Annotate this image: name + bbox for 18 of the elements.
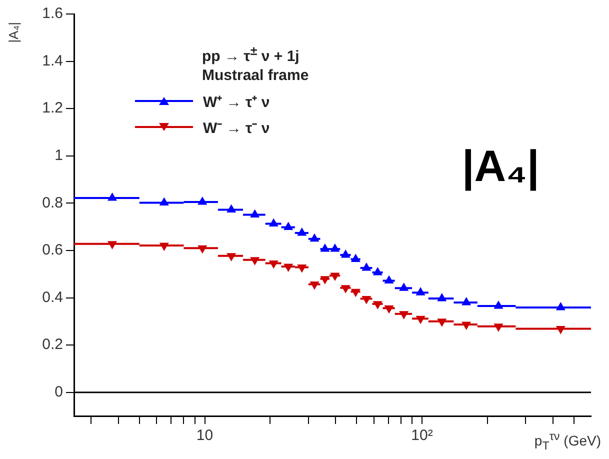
x-tick-label: 10	[196, 427, 214, 444]
y-tick-label: 1.4	[42, 52, 63, 70]
y-tick-label: 1.6	[42, 5, 63, 22]
annotation: |A₄|	[462, 142, 540, 192]
y-tick-label: 1	[54, 147, 63, 164]
y-tick-label: 0.6	[42, 242, 63, 259]
y-tick-label: 0	[54, 383, 63, 400]
x-axis-title: p$_{T}$$^{τν}$ (GeV)	[534, 430, 601, 452]
legend-label: W⁻ → τ⁻ ν	[203, 119, 270, 137]
y-tick-label: 0.4	[42, 288, 63, 306]
x-tick-label: 10²	[411, 427, 433, 444]
y-tick-label: 1.2	[42, 100, 63, 117]
y-tick-label: 0.2	[42, 336, 63, 354]
y-tick-label: 0.8	[42, 194, 63, 212]
annotation: pp → τ$^{±}$ ν + 1j	[202, 44, 300, 65]
annotation: Mustraal frame	[202, 67, 309, 84]
y-axis-title: |A₄|	[6, 22, 21, 43]
legend-label: W⁺ → τ⁺ ν	[203, 93, 270, 111]
